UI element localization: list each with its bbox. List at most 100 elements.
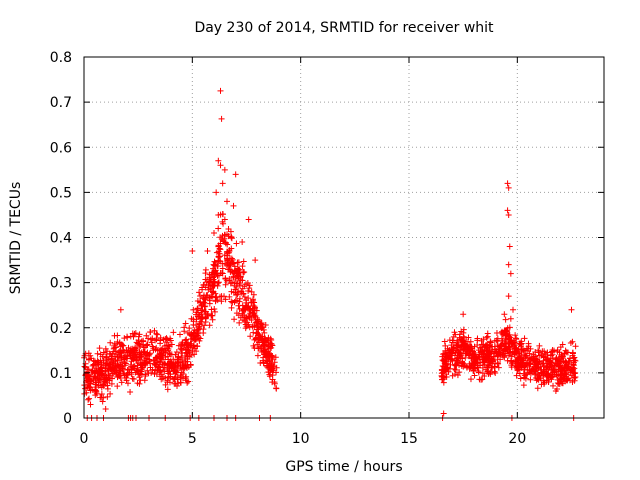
data-point — [181, 328, 188, 335]
data-point — [131, 330, 138, 337]
data-point — [151, 361, 158, 368]
data-point — [236, 298, 243, 305]
data-point — [86, 383, 93, 390]
data-point — [190, 329, 197, 336]
data-point — [181, 353, 188, 360]
data-point — [222, 240, 229, 247]
data-point — [211, 308, 218, 315]
x-tick-label: 5 — [188, 431, 197, 447]
data-point — [170, 329, 177, 336]
data-point — [243, 304, 250, 311]
data-point — [560, 375, 567, 382]
data-point — [151, 327, 158, 334]
data-point — [525, 340, 532, 347]
data-point — [185, 364, 192, 371]
data-point — [106, 361, 113, 368]
data-point — [527, 376, 534, 383]
data-point — [109, 350, 116, 357]
data-point — [523, 345, 530, 352]
data-point — [132, 344, 139, 351]
data-point — [136, 374, 143, 381]
data-point — [518, 357, 525, 364]
data-point — [196, 320, 203, 327]
data-point — [258, 319, 265, 326]
data-point — [255, 331, 262, 338]
data-point — [226, 293, 233, 300]
data-point — [564, 377, 571, 384]
data-point — [488, 364, 495, 371]
data-point — [162, 374, 169, 381]
data-point — [224, 255, 231, 262]
data-point — [539, 360, 546, 367]
data-point — [165, 346, 172, 353]
data-point — [271, 379, 278, 386]
data-point — [163, 335, 170, 342]
data-point — [501, 327, 508, 334]
data-point — [252, 335, 259, 342]
data-point — [107, 373, 114, 380]
data-point — [512, 332, 519, 339]
data-point — [466, 347, 473, 354]
data-point — [142, 371, 149, 378]
axes: 0 5 10 15 20 0 0.1 0.2 0.3 0.4 0.5 0.6 0.7 0.8 — [50, 50, 605, 447]
data-point — [507, 345, 514, 352]
data-point — [262, 346, 269, 353]
data-point — [465, 334, 472, 341]
data-point — [216, 250, 223, 257]
data-point — [138, 338, 145, 345]
data-point — [184, 379, 191, 386]
data-point — [273, 385, 280, 392]
data-point — [104, 348, 111, 355]
data-point — [452, 371, 459, 378]
data-point — [569, 378, 576, 385]
data-point — [226, 266, 233, 273]
data-point — [224, 249, 231, 256]
data-point — [483, 366, 490, 373]
data-point — [215, 211, 222, 218]
data-point — [214, 263, 221, 270]
data-point — [227, 269, 234, 276]
data-point — [100, 383, 107, 390]
data-point — [536, 358, 543, 365]
data-point — [118, 379, 125, 386]
x-tick-label: 10 — [292, 431, 310, 447]
data-point — [215, 254, 222, 261]
data-point — [217, 87, 224, 94]
data-point — [261, 329, 268, 336]
data-point — [221, 216, 228, 223]
data-point — [516, 350, 523, 357]
data-point — [533, 366, 540, 373]
data-point — [220, 220, 227, 227]
data-point — [446, 337, 453, 344]
data-point — [114, 383, 121, 390]
data-point — [107, 390, 114, 397]
data-point — [213, 189, 220, 196]
data-point — [202, 276, 209, 283]
data-point — [237, 281, 244, 288]
data-point — [250, 305, 257, 312]
data-point — [235, 266, 242, 273]
data-point — [206, 278, 213, 285]
data-point — [200, 294, 207, 301]
data-point — [244, 280, 251, 287]
data-point — [236, 306, 243, 313]
data-point — [461, 343, 468, 350]
data-point — [206, 322, 213, 329]
data-point — [559, 353, 566, 360]
data-point — [522, 375, 529, 382]
data-point — [167, 373, 174, 380]
data-point — [492, 369, 499, 376]
data-point — [453, 355, 460, 362]
data-point — [230, 274, 237, 281]
data-point — [239, 277, 246, 284]
data-point — [134, 380, 141, 387]
y-tick-label: 0.2 — [50, 321, 72, 337]
data-point — [558, 380, 565, 387]
data-point — [527, 370, 534, 377]
data-point — [136, 354, 143, 361]
data-point — [144, 367, 151, 374]
data-point — [209, 316, 216, 323]
data-point — [471, 372, 478, 379]
data-point — [273, 364, 280, 371]
data-point — [564, 349, 571, 356]
